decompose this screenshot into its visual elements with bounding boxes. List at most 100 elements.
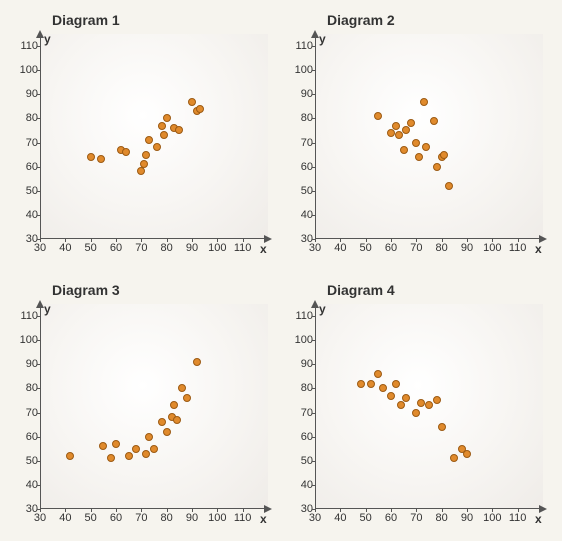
data-point: [158, 418, 166, 426]
y-tick-label: 40: [287, 479, 313, 491]
y-tick-mark: [37, 143, 40, 144]
y-tick-label: 60: [287, 431, 313, 443]
x-axis-label: x: [260, 242, 267, 256]
y-tick-mark: [312, 46, 315, 47]
x-tick-label: 70: [135, 512, 147, 524]
x-tick-mark: [467, 239, 468, 242]
y-tick-mark: [312, 364, 315, 365]
data-point: [412, 139, 420, 147]
x-tick-label: 90: [461, 242, 473, 254]
x-tick-label: 110: [234, 512, 252, 524]
y-tick-mark: [312, 388, 315, 389]
y-tick-label: 70: [12, 407, 38, 419]
y-tick-label: 90: [12, 358, 38, 370]
data-point: [395, 131, 403, 139]
x-tick-mark: [416, 509, 417, 512]
y-tick-mark: [37, 167, 40, 168]
y-tick-label: 70: [287, 407, 313, 419]
y-tick-label: 90: [287, 358, 313, 370]
y-tick-mark: [312, 94, 315, 95]
y-tick-label: 60: [287, 161, 313, 173]
chart-area: yx30405060708090100110304050607080901001…: [287, 34, 547, 256]
x-tick-label: 30: [309, 242, 321, 254]
x-tick-mark: [315, 509, 316, 512]
data-point: [430, 117, 438, 125]
y-tick-mark: [312, 118, 315, 119]
data-point: [140, 160, 148, 168]
y-tick-mark: [37, 215, 40, 216]
data-point: [193, 358, 201, 366]
data-point: [163, 428, 171, 436]
x-tick-mark: [91, 509, 92, 512]
x-tick-mark: [91, 239, 92, 242]
x-tick-label: 40: [59, 242, 71, 254]
x-tick-mark: [518, 509, 519, 512]
y-tick-label: 40: [12, 479, 38, 491]
x-tick-label: 110: [509, 242, 527, 254]
y-tick-mark: [37, 413, 40, 414]
y-tick-label: 110: [287, 310, 313, 322]
y-tick-label: 40: [287, 209, 313, 221]
y-tick-mark: [37, 437, 40, 438]
data-point: [178, 384, 186, 392]
x-tick-label: 100: [483, 512, 501, 524]
y-tick-label: 110: [12, 310, 38, 322]
y-tick-mark: [37, 70, 40, 71]
x-tick-label: 70: [410, 242, 422, 254]
x-tick-mark: [167, 509, 168, 512]
data-point: [66, 452, 74, 460]
chart-area: yx30405060708090100110304050607080901001…: [12, 34, 272, 256]
data-point: [158, 122, 166, 130]
y-tick-label: 80: [287, 382, 313, 394]
x-tick-mark: [192, 509, 193, 512]
x-tick-mark: [391, 239, 392, 242]
data-point: [142, 151, 150, 159]
x-tick-mark: [442, 509, 443, 512]
x-tick-mark: [467, 509, 468, 512]
x-axis-label: x: [535, 512, 542, 526]
x-tick-label: 50: [360, 242, 372, 254]
y-axis-label: y: [319, 32, 326, 46]
x-tick-mark: [442, 239, 443, 242]
data-point: [357, 380, 365, 388]
x-tick-label: 50: [85, 242, 97, 254]
x-tick-mark: [366, 509, 367, 512]
y-tick-mark: [37, 461, 40, 462]
data-point: [145, 433, 153, 441]
x-tick-label: 30: [34, 512, 46, 524]
data-point: [99, 442, 107, 450]
y-tick-label: 70: [12, 137, 38, 149]
x-tick-label: 100: [483, 242, 501, 254]
y-tick-mark: [37, 485, 40, 486]
chart-panel-4: Diagram 4yx30405060708090100110304050607…: [287, 282, 550, 526]
x-tick-label: 70: [135, 242, 147, 254]
data-point: [367, 380, 375, 388]
chart-title: Diagram 2: [327, 12, 550, 28]
x-tick-label: 60: [110, 512, 122, 524]
y-tick-label: 100: [12, 334, 38, 346]
data-point: [450, 454, 458, 462]
y-tick-label: 50: [12, 455, 38, 467]
data-point: [145, 136, 153, 144]
data-point: [425, 401, 433, 409]
data-point: [196, 105, 204, 113]
plot-region: [315, 34, 543, 239]
data-point: [397, 401, 405, 409]
data-point: [422, 143, 430, 151]
x-tick-label: 40: [59, 512, 71, 524]
x-tick-mark: [340, 509, 341, 512]
chart-title: Diagram 4: [327, 282, 550, 298]
data-point: [412, 409, 420, 417]
y-tick-label: 100: [287, 334, 313, 346]
y-tick-label: 110: [12, 40, 38, 52]
y-tick-mark: [37, 118, 40, 119]
y-tick-mark: [312, 461, 315, 462]
x-tick-mark: [167, 239, 168, 242]
data-point: [407, 119, 415, 127]
x-tick-label: 90: [186, 512, 198, 524]
data-point: [137, 167, 145, 175]
x-tick-mark: [65, 239, 66, 242]
y-tick-mark: [312, 413, 315, 414]
data-point: [142, 450, 150, 458]
data-point: [420, 98, 428, 106]
